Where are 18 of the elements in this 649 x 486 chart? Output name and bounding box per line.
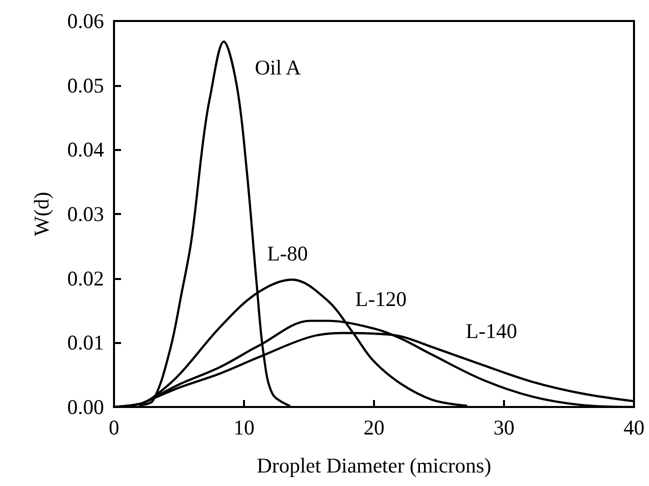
x-tick-label: 10 <box>234 416 254 440</box>
y-tick-label: 0.01 <box>67 330 104 355</box>
x-tick-label: 0 <box>108 416 120 440</box>
y-axis-title: W(d) <box>30 192 54 236</box>
x-tick-label: 20 <box>364 416 384 440</box>
y-tick-label: 0.04 <box>67 138 104 162</box>
y-tick-label: 0.02 <box>67 266 104 290</box>
x-tick-label: 30 <box>494 416 514 440</box>
x-axis-title: Droplet Diameter (microns) <box>256 454 492 478</box>
y-tick-label: 0.03 <box>67 202 104 226</box>
series-label: Oil A <box>254 56 302 80</box>
series-label: L-140 <box>466 319 518 344</box>
series-label: L-80 <box>267 242 308 266</box>
x-tick-label: 40 <box>624 416 644 440</box>
series-label: L-120 <box>355 286 407 311</box>
y-tick-label: 0.00 <box>67 395 104 419</box>
y-tick-label: 0.05 <box>67 73 104 98</box>
y-tick-label: 0.06 <box>67 9 104 33</box>
